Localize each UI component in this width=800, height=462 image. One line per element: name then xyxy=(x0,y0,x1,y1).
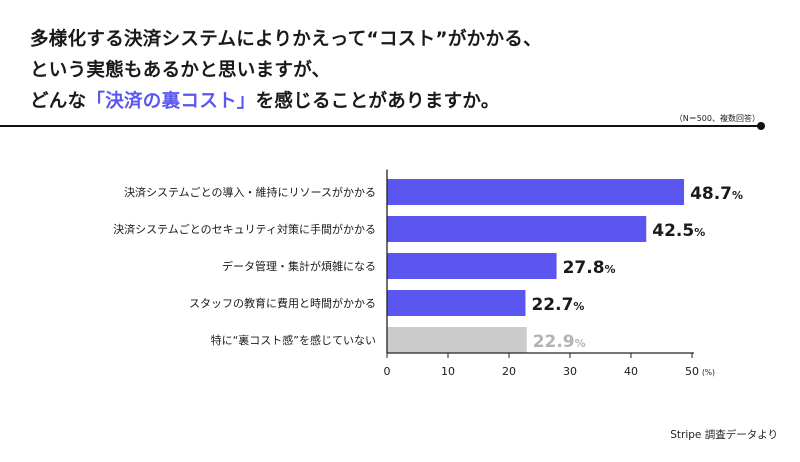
title-highlight: 「決済の裏コスト」 xyxy=(86,91,256,112)
x-axis-unit: (%) xyxy=(702,368,715,377)
title-line-2: という実態もあるかと思いますが、 xyxy=(30,60,331,81)
value-label: 48.7% xyxy=(690,184,743,204)
header-divider xyxy=(0,125,762,127)
x-tick-label: 30 xyxy=(563,365,577,378)
x-tick-label: 10 xyxy=(441,365,455,378)
category-label: 特に“裏コスト感”を感じていない xyxy=(211,333,376,347)
bar xyxy=(387,216,647,242)
category-label: 決済システムごとの導入・維持にリソースがかかる xyxy=(124,185,376,199)
x-tick-label: 20 xyxy=(502,365,516,378)
bar xyxy=(387,179,685,205)
category-label: データ管理・集計が煩雑になる xyxy=(222,259,376,273)
value-label: 22.9% xyxy=(533,332,586,352)
value-label: 42.5% xyxy=(652,221,705,241)
x-tick-label: 0 xyxy=(384,365,391,378)
divider-end-dot xyxy=(757,122,765,130)
x-tick-label: 50 xyxy=(685,365,699,378)
x-tick-label: 40 xyxy=(624,365,638,378)
bar xyxy=(387,290,526,316)
sample-note: （N＝500、複数回答） xyxy=(674,114,760,123)
category-label: スタッフの教育に費用と時間がかかる xyxy=(189,296,376,310)
bar xyxy=(387,327,527,353)
source-credit: Stripe 調査データより xyxy=(670,429,778,441)
value-label: 22.7% xyxy=(531,295,584,315)
title-line-3: どんな「決済の裏コスト」を感じることがありますか。 xyxy=(30,86,770,117)
title-line-3-after: を感じることがありますか。 xyxy=(255,91,500,112)
title-line-1: 多様化する決済システムによりかえって“コスト”がかかる、 xyxy=(30,29,542,50)
value-label: 27.8% xyxy=(563,258,616,278)
category-label: 決済システムごとのセキュリティ対策に手間がかかる xyxy=(113,222,376,236)
chart-title: 多様化する決済システムによりかえって“コスト”がかかる、 という実態もあるかと思… xyxy=(30,24,770,117)
bar xyxy=(387,253,557,279)
title-line-3-before: どんな xyxy=(30,91,87,112)
